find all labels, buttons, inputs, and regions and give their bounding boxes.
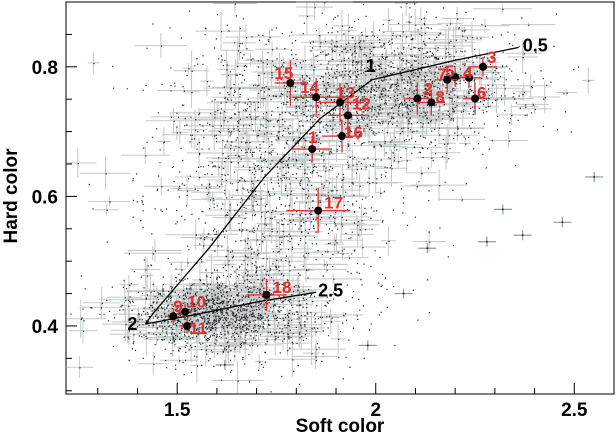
highlighted-label: 6 — [477, 84, 486, 103]
track-label: 2 — [127, 314, 137, 334]
highlighted-label: 18 — [273, 278, 292, 297]
highlighted-point: 9 — [167, 297, 183, 325]
highlighted-label: 11 — [189, 319, 207, 338]
outlier-point — [358, 340, 377, 351]
highlighted-label: 3 — [487, 48, 496, 67]
highlighted-point: 17 — [286, 187, 350, 234]
highlighted-marker — [337, 132, 346, 141]
highlighted-label: 16 — [344, 123, 363, 142]
highlighted-label: 13 — [336, 83, 355, 102]
highlighted-marker — [336, 98, 344, 107]
highlighted-label: 15 — [274, 64, 293, 83]
x-tick-label: 1.5 — [164, 400, 191, 421]
x-axis-title: Soft color — [296, 416, 385, 437]
highlighted-marker — [471, 94, 480, 103]
highlighted-marker — [169, 312, 178, 321]
axes-layer: 1.5 2 2.5 0.4 0.6 0.8 — [32, 33, 588, 421]
highlighted-marker — [443, 75, 452, 84]
highlighted-point: 18 — [246, 278, 292, 312]
highlighted-label: 8 — [435, 87, 444, 106]
outlier-point — [215, 359, 234, 370]
highlighted-marker — [478, 62, 487, 71]
highlighted-marker — [312, 93, 321, 102]
y-axis-title: Hard color — [1, 148, 22, 244]
highlighted-marker — [181, 307, 190, 316]
highlighted-marker — [286, 78, 295, 87]
outlier-point — [418, 243, 437, 254]
outlier-point — [553, 217, 572, 228]
highlighted-label: 12 — [352, 94, 371, 113]
track-label: 2.5 — [318, 280, 343, 300]
outlier-point — [477, 236, 496, 247]
highlighted-point: 13 — [316, 82, 364, 122]
x-tick-label: 2 — [370, 400, 381, 421]
highlighted-point: 15 — [274, 60, 307, 106]
highlighted-marker — [465, 73, 474, 82]
highlighted-label: 5 — [445, 62, 454, 81]
highlighted-marker — [308, 145, 317, 154]
highlighted-point: 3 — [469, 48, 497, 77]
highlighted-point: 11 — [179, 318, 207, 338]
outlier-point — [493, 204, 512, 215]
highlighted-label: 9 — [173, 297, 182, 316]
highlighted-label: 14 — [300, 78, 319, 97]
x-tick-label: 2.5 — [561, 400, 588, 421]
track-line — [144, 46, 519, 325]
highlighted-point: 1 — [292, 128, 333, 163]
highlighted-marker — [413, 94, 422, 103]
background-points-layer — [66, 1, 604, 394]
highlighted-label: 1 — [308, 128, 317, 147]
highlighted-marker — [427, 98, 436, 107]
y-tick-label: 0.8 — [32, 58, 58, 79]
highlighted-point: 12 — [328, 94, 371, 135]
outlier-point — [585, 171, 604, 182]
highlighted-label: 7 — [437, 65, 446, 84]
highlighted-label: 10 — [187, 293, 206, 312]
highlighted-point: 7 — [437, 65, 458, 93]
outlier-point — [394, 288, 413, 299]
highlighted-point: 2 — [405, 80, 433, 115]
highlighted-point: 6 — [463, 82, 487, 115]
highlighted-marker — [262, 290, 271, 299]
y-tick-label: 0.6 — [32, 187, 58, 208]
highlighted-marker — [314, 206, 323, 215]
highlighted-marker — [183, 321, 192, 330]
highlighted-label: 4 — [463, 63, 473, 82]
outlier-point — [513, 230, 532, 241]
y-tick-label: 0.4 — [32, 317, 59, 338]
highlighted-point: 8 — [417, 87, 446, 116]
track-label: 0.5 — [523, 35, 548, 55]
highlighted-marker — [343, 111, 352, 120]
highlighted-label: 2 — [423, 80, 432, 99]
highlighted-label: 17 — [324, 194, 343, 213]
highlighted-point: 10 — [177, 293, 206, 320]
highlighted-point: 16 — [322, 119, 363, 153]
track-label: 1 — [366, 56, 376, 76]
